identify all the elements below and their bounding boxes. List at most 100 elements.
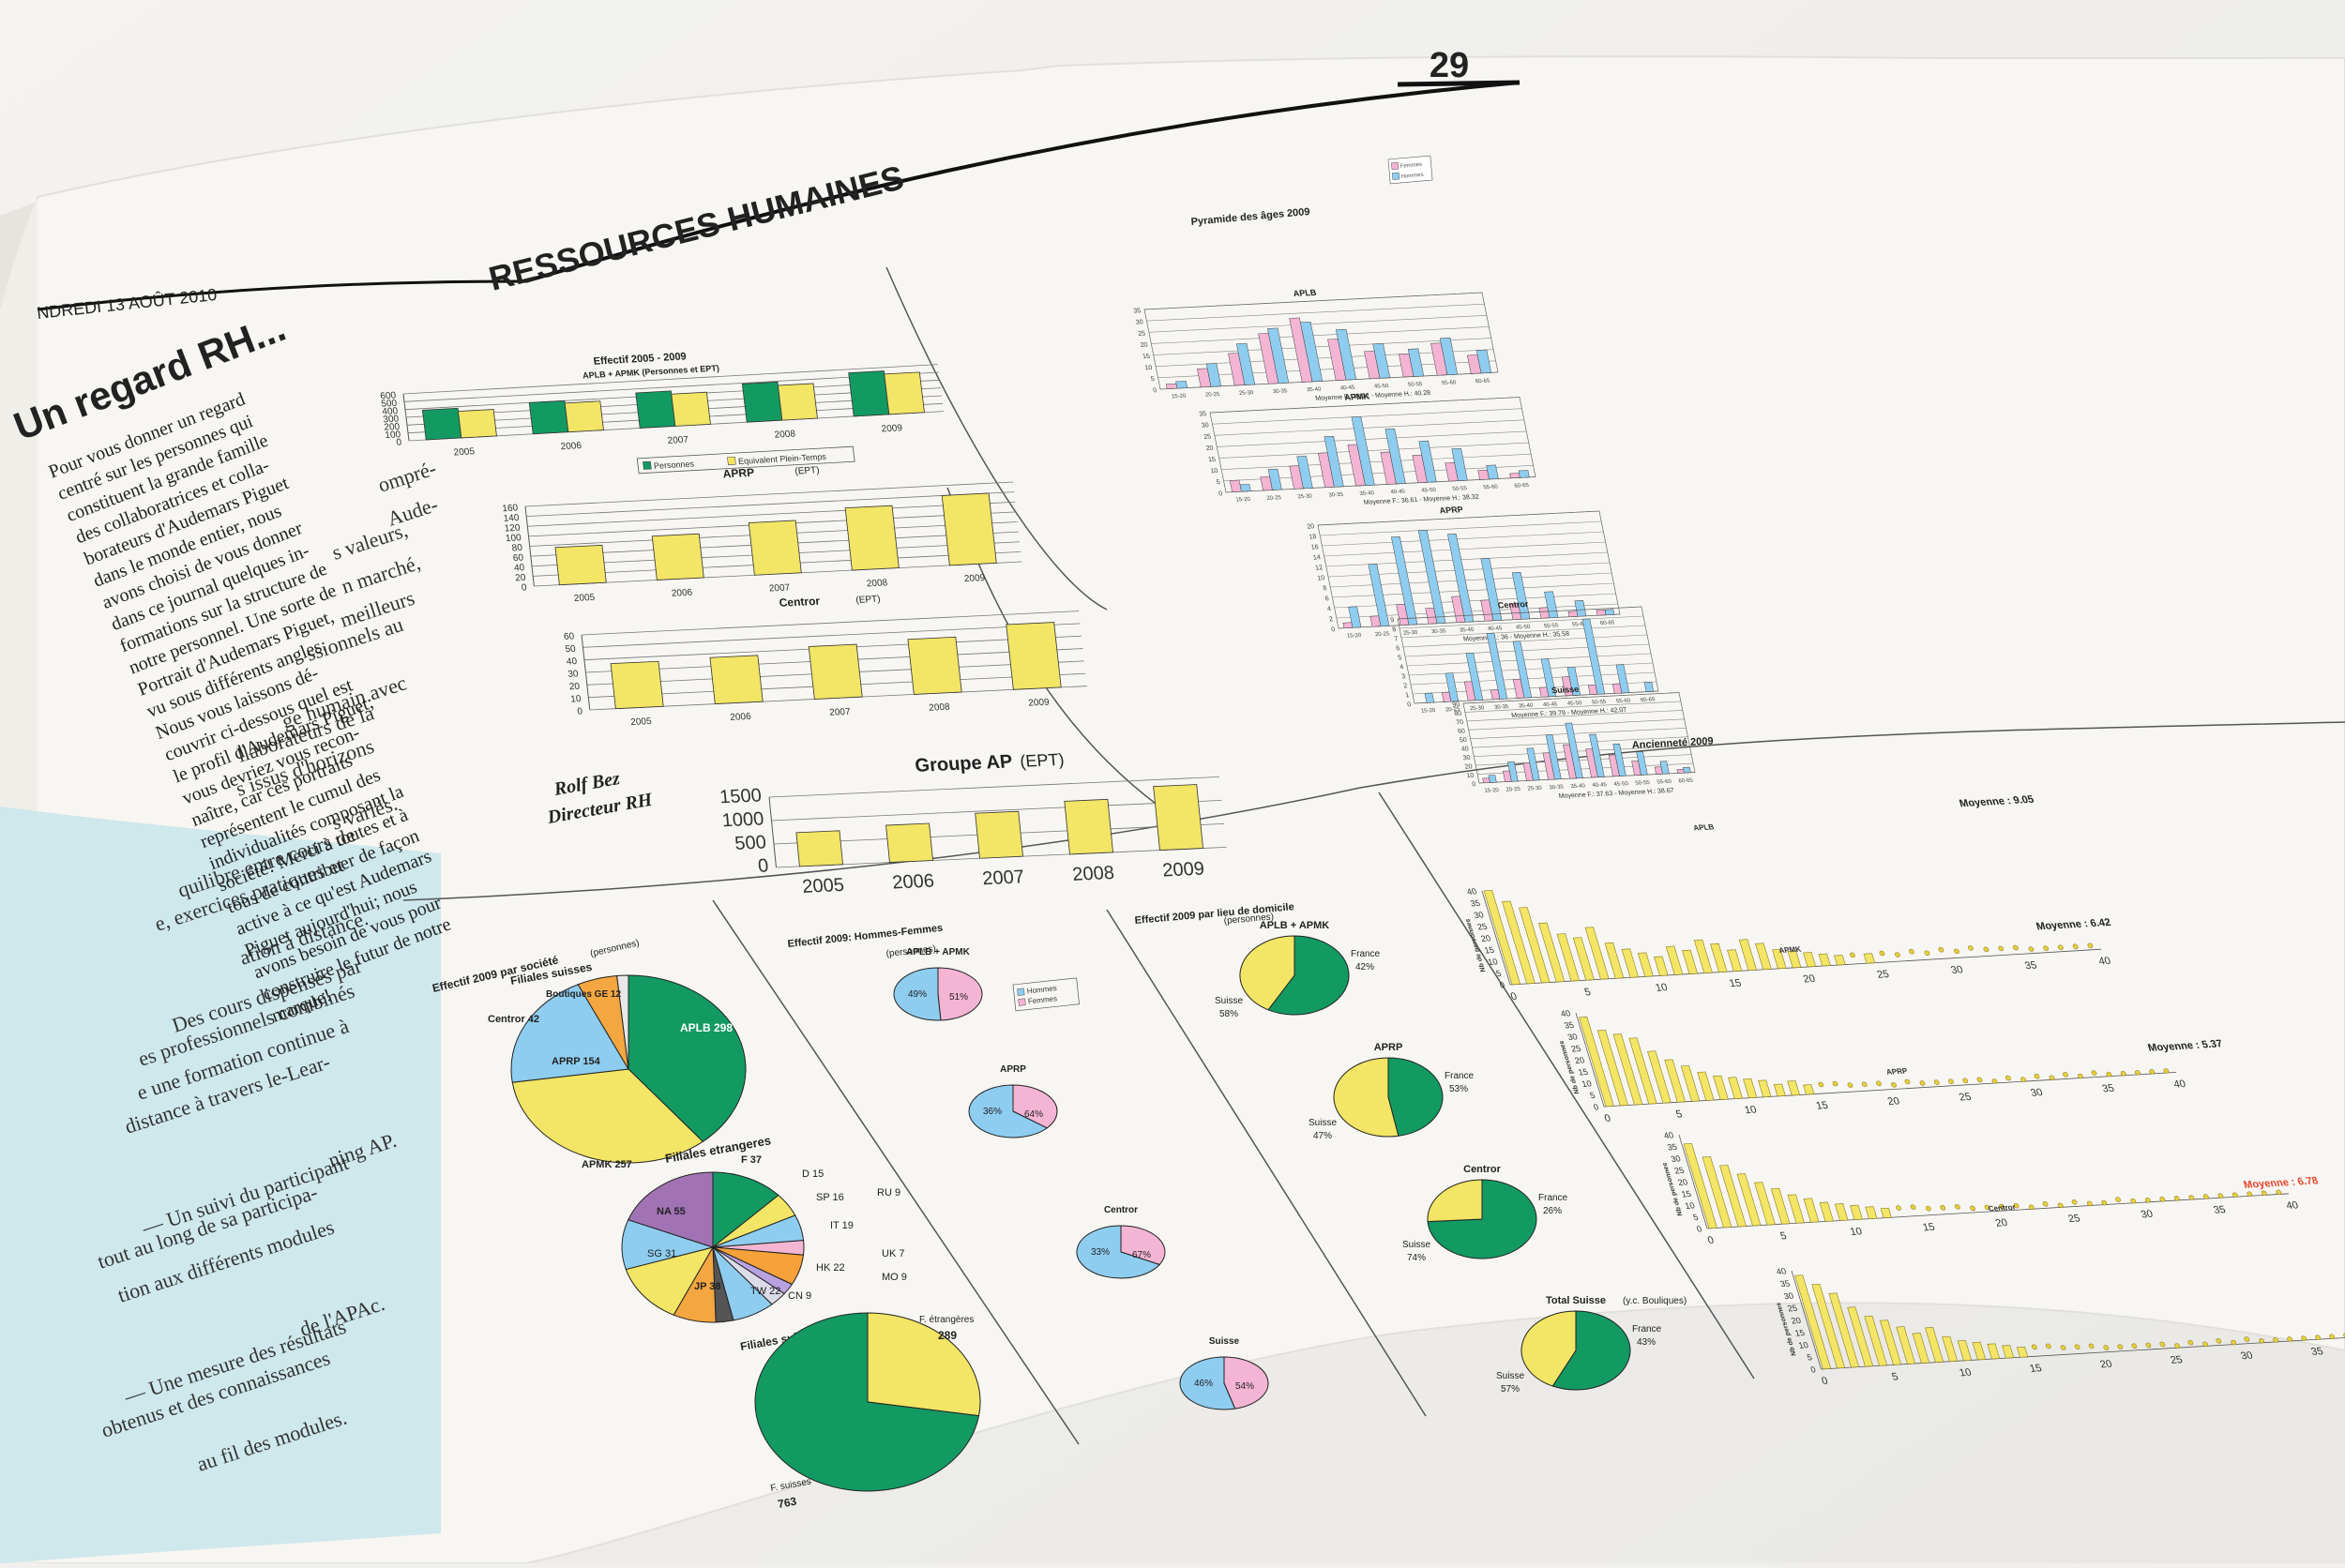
chart-title: Groupe AP: [914, 751, 1013, 776]
y-tick-label: 80: [511, 543, 523, 554]
x-tick-label: 2009: [1161, 859, 1205, 882]
bar: [778, 384, 817, 420]
y-tick-label: 60: [512, 553, 524, 565]
panel-title: APMK: [1343, 391, 1370, 401]
bar: [710, 656, 763, 704]
legend-swatch: [1018, 988, 1025, 996]
y-tick-label: 10: [570, 694, 582, 705]
bar: [1154, 785, 1203, 851]
chart-title: Centror: [779, 595, 821, 610]
x-tick-label: 25-30: [1239, 390, 1255, 397]
pie-label: 51%: [949, 992, 968, 1003]
pie-label: 33%: [1091, 1247, 1110, 1258]
x-tick-label: 2007: [981, 867, 1025, 889]
bar: [1230, 480, 1241, 492]
x-tick-label: 40-45: [1488, 626, 1504, 632]
x-tick-label: 2006: [671, 588, 693, 599]
y-tick-label: 18: [1309, 534, 1317, 540]
y-tick-label: 16: [1310, 544, 1319, 550]
bar: [1006, 623, 1062, 690]
pie-label: France: [1351, 949, 1381, 959]
pie-label: D 15: [802, 1168, 824, 1180]
bar: [1176, 381, 1188, 388]
chart-subtitle: (EPT): [855, 595, 881, 606]
pie-group-name: APLB + APMK: [1260, 920, 1330, 931]
x-tick-label: 45-50: [1374, 384, 1390, 390]
legend-swatch: [727, 457, 735, 464]
bar: [529, 400, 568, 433]
y-tick-label: 500: [734, 832, 767, 853]
y-tick-label: 1000: [721, 808, 765, 831]
pie-label: F 37: [741, 1154, 762, 1166]
x-tick-label: 2005: [630, 716, 653, 728]
y-tick-label: 40: [1460, 746, 1469, 752]
bar: [942, 493, 996, 565]
bar: [458, 410, 496, 438]
x-tick-label: 25-30: [1403, 630, 1419, 637]
x-tick-label: 55-60: [1657, 779, 1672, 786]
pie-group-name: APRP: [1374, 1042, 1403, 1053]
pie-label: 49%: [908, 989, 927, 1000]
pie-filiales-suisses: [511, 975, 746, 1163]
bar: [652, 534, 704, 580]
pie-group-note: (y.c. Bouliques): [1623, 1296, 1687, 1306]
x-tick-label: 45-50: [1613, 781, 1629, 788]
y-tick-label: 14: [1312, 554, 1321, 561]
bar: [555, 545, 606, 584]
chart-title: APRP: [722, 466, 755, 481]
x-tick-label: 60-65: [1514, 483, 1530, 490]
y-tick-label: 10: [1144, 365, 1153, 371]
x-tick-label: 40-45: [1340, 385, 1356, 392]
pie-filiales-etrangeres: [622, 1172, 804, 1322]
x-tick-label: 2007: [829, 707, 852, 718]
x-tick-label: 2009: [963, 573, 986, 584]
pie-label: 54%: [1235, 1381, 1254, 1392]
y-tick-label: 20: [1140, 342, 1148, 349]
y-tick-label: 60: [563, 631, 575, 642]
panel-title: Centror: [1497, 599, 1530, 611]
x-tick-label: 2006: [730, 712, 752, 723]
panel-title: APLB: [1692, 822, 1715, 832]
y-tick-label: 160: [502, 503, 519, 514]
x-tick-label: 2009: [1028, 698, 1051, 709]
pie-label: 64%: [1024, 1109, 1043, 1120]
panel-title: Centror: [1988, 1203, 2018, 1214]
x-tick-label: 50-55: [1544, 623, 1560, 629]
y-tick-label: 40: [566, 656, 578, 668]
legend-swatch: [1391, 162, 1399, 170]
pie-label: MO 9: [882, 1272, 907, 1283]
x-tick-label: 25-30: [1527, 786, 1543, 792]
x-tick-label: 2005: [453, 446, 476, 458]
x-tick-label: 50-55: [1452, 486, 1468, 492]
pie-label: 42%: [1355, 962, 1374, 972]
chart-subtitle: (EPT): [794, 465, 820, 476]
y-tick-label: 30: [1462, 755, 1471, 761]
x-tick-label: 2008: [866, 578, 888, 589]
y-tick-label: 35: [1133, 308, 1142, 314]
x-tick-label: 45-50: [1567, 701, 1583, 707]
pie-label: TW 22: [750, 1286, 780, 1297]
x-tick-label: 35-40: [1307, 387, 1323, 394]
x-tick-label: 60-65: [1475, 379, 1491, 385]
x-tick-label: 35-40: [1460, 627, 1475, 634]
pie-domicile: [1428, 1180, 1536, 1259]
pie-label: Suisse: [1309, 1118, 1337, 1128]
y-tick-label: 25: [1138, 331, 1146, 338]
y-tick-label: 20: [515, 573, 527, 584]
x-tick-label: 45-50: [1421, 488, 1437, 494]
pie-label: Suisse: [1402, 1240, 1430, 1250]
pie-label: 67%: [1132, 1250, 1151, 1260]
x-tick-label: 30-35: [1494, 704, 1510, 711]
panel-title: APRP: [1439, 505, 1464, 515]
y-tick-label: 25: [1203, 434, 1212, 441]
legend-swatch: [1392, 173, 1399, 180]
x-tick-label: 2008: [929, 702, 951, 714]
pie-label: 36%: [983, 1107, 1002, 1117]
bar: [796, 831, 843, 867]
x-tick-label: 30-35: [1549, 785, 1565, 792]
bar: [1596, 610, 1606, 615]
bar: [1644, 682, 1654, 691]
y-tick-label: 10: [1317, 575, 1325, 581]
y-tick-label: 80: [1454, 711, 1462, 717]
